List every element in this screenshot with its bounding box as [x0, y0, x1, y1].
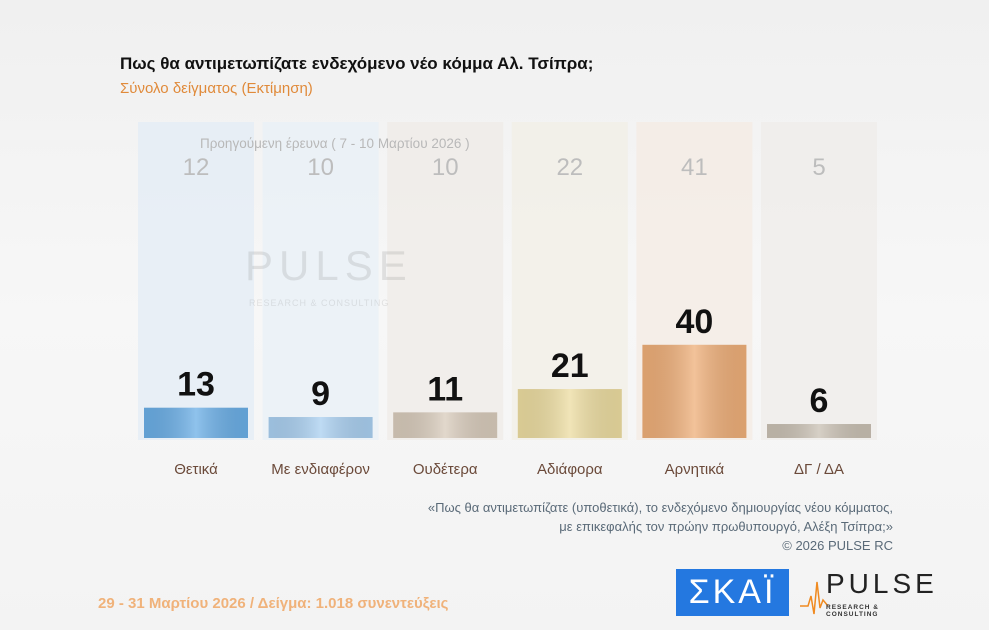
question-note: «Πως θα αντιμετωπίζατε (υποθετικά), το ε…	[428, 498, 893, 555]
column-background	[761, 122, 877, 440]
column-background	[138, 122, 254, 440]
column-background	[262, 122, 379, 440]
category-label: Ουδέτερα	[413, 461, 478, 478]
previous-value-label: 5	[812, 154, 825, 181]
column-background	[387, 122, 504, 440]
bar-shine	[642, 344, 747, 438]
bar-shine	[517, 389, 622, 438]
category-label: ΔΓ / ΔΑ	[794, 461, 844, 478]
column-background	[511, 122, 628, 440]
footer-sample-info: 29 - 31 Μαρτίου 2026 / Δείγμα: 1.018 συν…	[98, 595, 449, 612]
previous-value-label: 10	[307, 154, 334, 181]
pulse-logo-subtext: RESEARCH & CONSULTING	[826, 604, 879, 618]
bar-shine	[144, 407, 248, 438]
copyright: © 2026 PULSE RC	[782, 538, 893, 553]
value-label: 21	[551, 347, 589, 385]
chart-title: Πως θα αντιμετωπίζατε ενδεχόμενο νέο κόμ…	[120, 54, 594, 73]
category-label: Με ενδιαφέρον	[271, 461, 370, 478]
value-label: 6	[810, 382, 829, 420]
pulse-logo: PULSE RESEARCH & CONSULTING	[800, 568, 934, 618]
previous-survey-label: Προηγούμενη έρευνα ( 7 - 10 Μαρτίου 2026…	[200, 136, 470, 151]
value-label: 40	[675, 303, 713, 341]
value-label: 11	[427, 370, 463, 408]
pulse-logo-text: PULSE	[826, 568, 938, 599]
value-label: 13	[177, 366, 215, 404]
value-label: 9	[311, 375, 330, 413]
previous-value-label: 12	[183, 154, 210, 181]
previous-value-label: 41	[681, 154, 708, 181]
category-label: Αδιάφορα	[537, 461, 603, 478]
note-line-2: με επικεφαλής τον πρώην πρωθυπουργό, Αλέ…	[559, 519, 893, 534]
bar-shine	[767, 424, 871, 438]
category-label: Θετικά	[174, 461, 218, 478]
bar-chart: 12 13 Θετικά 10 9 Με ενδιαφέρον 10 11 Ουδέτερα 22…	[138, 122, 877, 478]
previous-value-label: 22	[556, 154, 583, 181]
skai-logo: ΣΚΑΪ	[676, 569, 789, 616]
bar-shine	[268, 417, 373, 438]
note-line-1: «Πως θα αντιμετωπίζατε (υποθετικά), το ε…	[427, 500, 893, 515]
category-label: Αρνητικά	[665, 461, 725, 478]
bar-shine	[393, 412, 498, 438]
chart-subtitle: Σύνολο δείγματος (Εκτίμηση)	[120, 80, 313, 97]
previous-value-label: 10	[432, 154, 459, 181]
